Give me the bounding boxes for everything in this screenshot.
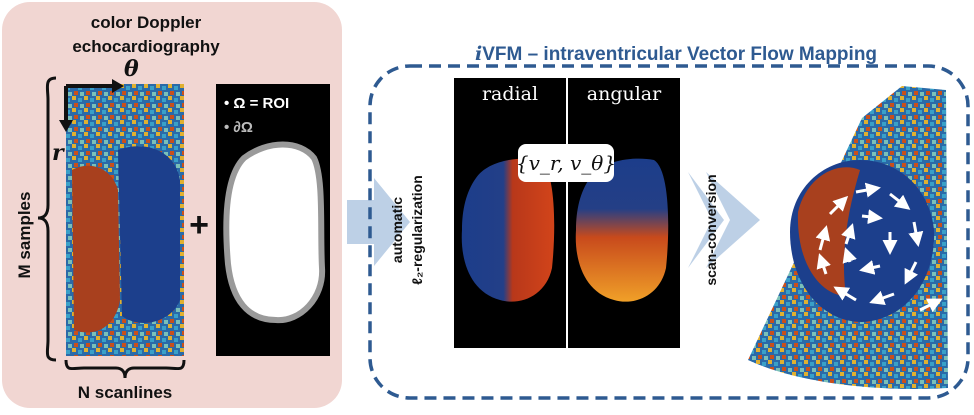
- ivfm-title: iVFM – intraventricular Vector Flow Mapp…: [475, 43, 877, 65]
- flow-arrow: [859, 260, 881, 275]
- flow-arrow: [855, 182, 881, 198]
- doppler-image: [66, 84, 184, 356]
- flow-arrow: [816, 253, 831, 275]
- roi-legend-boundary: • ∂Ω: [224, 119, 253, 136]
- m-samples-label: M samples: [15, 192, 34, 279]
- r-label: r: [52, 140, 65, 166]
- vector-label-box: [518, 144, 614, 182]
- radial-velocity-field: [461, 158, 555, 302]
- flow-arrow: [833, 286, 857, 302]
- vector-label: {v_r, v_θ}: [516, 151, 616, 175]
- flow-vector-arrows: [815, 182, 943, 313]
- flow-arrow: [869, 290, 895, 305]
- ivfm-title-rest: VFM – intraventricular Vector Flow Mappi…: [482, 44, 877, 65]
- regularization-line1: automatic: [389, 197, 405, 263]
- radial-label: radial: [482, 83, 538, 105]
- flow-arrow: [908, 221, 924, 247]
- regularization-line2: ℓ₂-regularization: [409, 175, 425, 285]
- m-samples-brace: [37, 76, 57, 362]
- n-scanlines-brace: [64, 359, 186, 379]
- theta-label: θ: [124, 56, 139, 82]
- ivfm-dashed-frame: [368, 64, 970, 400]
- n-scanlines-label: N scanlines: [78, 383, 173, 402]
- scan-conversion-label: scan-conversion: [703, 174, 719, 285]
- flow-arrow: [861, 209, 883, 225]
- scan-conversion-chevron-2: [706, 172, 760, 268]
- flow-arrow: [815, 225, 831, 251]
- angular-velocity-field: [575, 158, 669, 302]
- flow-arrow: [889, 192, 911, 210]
- flow-arrow: [828, 195, 849, 216]
- flow-arrow: [919, 298, 943, 313]
- left-title-line2: echocardiography: [72, 37, 220, 56]
- flow-arrow: [904, 261, 919, 285]
- roi-legend-omega: • Ω = ROI: [224, 95, 289, 112]
- theta-axis-arrowhead: [112, 79, 124, 93]
- roi-region: [223, 141, 326, 324]
- scan-conversion-chevron-1: [688, 172, 724, 268]
- flow-arrow: [841, 223, 856, 245]
- input-arrow: [347, 178, 410, 266]
- ivfm-title-i: i: [475, 43, 482, 65]
- left-title-line1: color Doppler: [91, 13, 202, 32]
- r-axis-arrowhead: [59, 120, 73, 132]
- angular-label: angular: [587, 83, 662, 105]
- plus-sign: +: [189, 206, 209, 244]
- flow-arrow: [842, 247, 857, 264]
